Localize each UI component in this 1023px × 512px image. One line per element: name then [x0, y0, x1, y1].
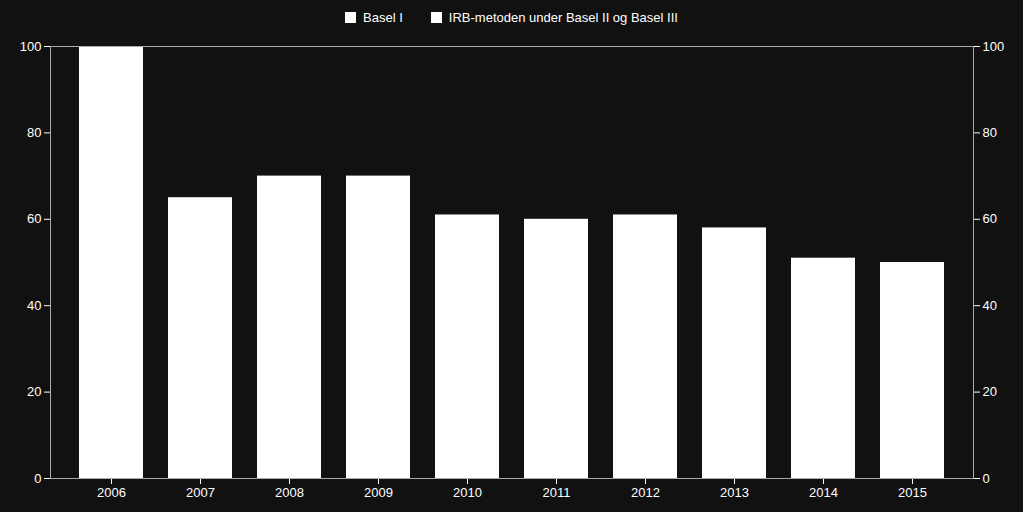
svg-text:2008: 2008 [275, 485, 304, 500]
svg-text:2006: 2006 [97, 485, 126, 500]
svg-text:2014: 2014 [809, 485, 838, 500]
svg-text:20: 20 [27, 384, 41, 399]
svg-text:60: 60 [983, 211, 997, 226]
svg-text:80: 80 [983, 125, 997, 140]
svg-text:40: 40 [983, 298, 997, 313]
svg-text:100: 100 [983, 39, 1005, 54]
svg-text:2010: 2010 [453, 485, 482, 500]
svg-text:2013: 2013 [720, 485, 749, 500]
svg-text:80: 80 [27, 125, 41, 140]
svg-text:20: 20 [983, 384, 997, 399]
svg-text:2015: 2015 [898, 485, 927, 500]
svg-text:100: 100 [20, 39, 42, 54]
html-text:Basel I: Basel I [363, 9, 403, 25]
svg-text:0: 0 [34, 471, 41, 486]
svg-text:60: 60 [27, 211, 41, 226]
svg-text:2009: 2009 [364, 485, 393, 500]
html-text:IRB-metoden under Basel II og: IRB-metoden under Basel II og Basel III [448, 9, 678, 25]
svg-text:2011: 2011 [543, 485, 571, 500]
svg-text:0: 0 [983, 471, 990, 486]
svg-text:2007: 2007 [186, 485, 215, 500]
svg-text:2012: 2012 [631, 485, 660, 500]
svg-text:40: 40 [27, 298, 41, 313]
